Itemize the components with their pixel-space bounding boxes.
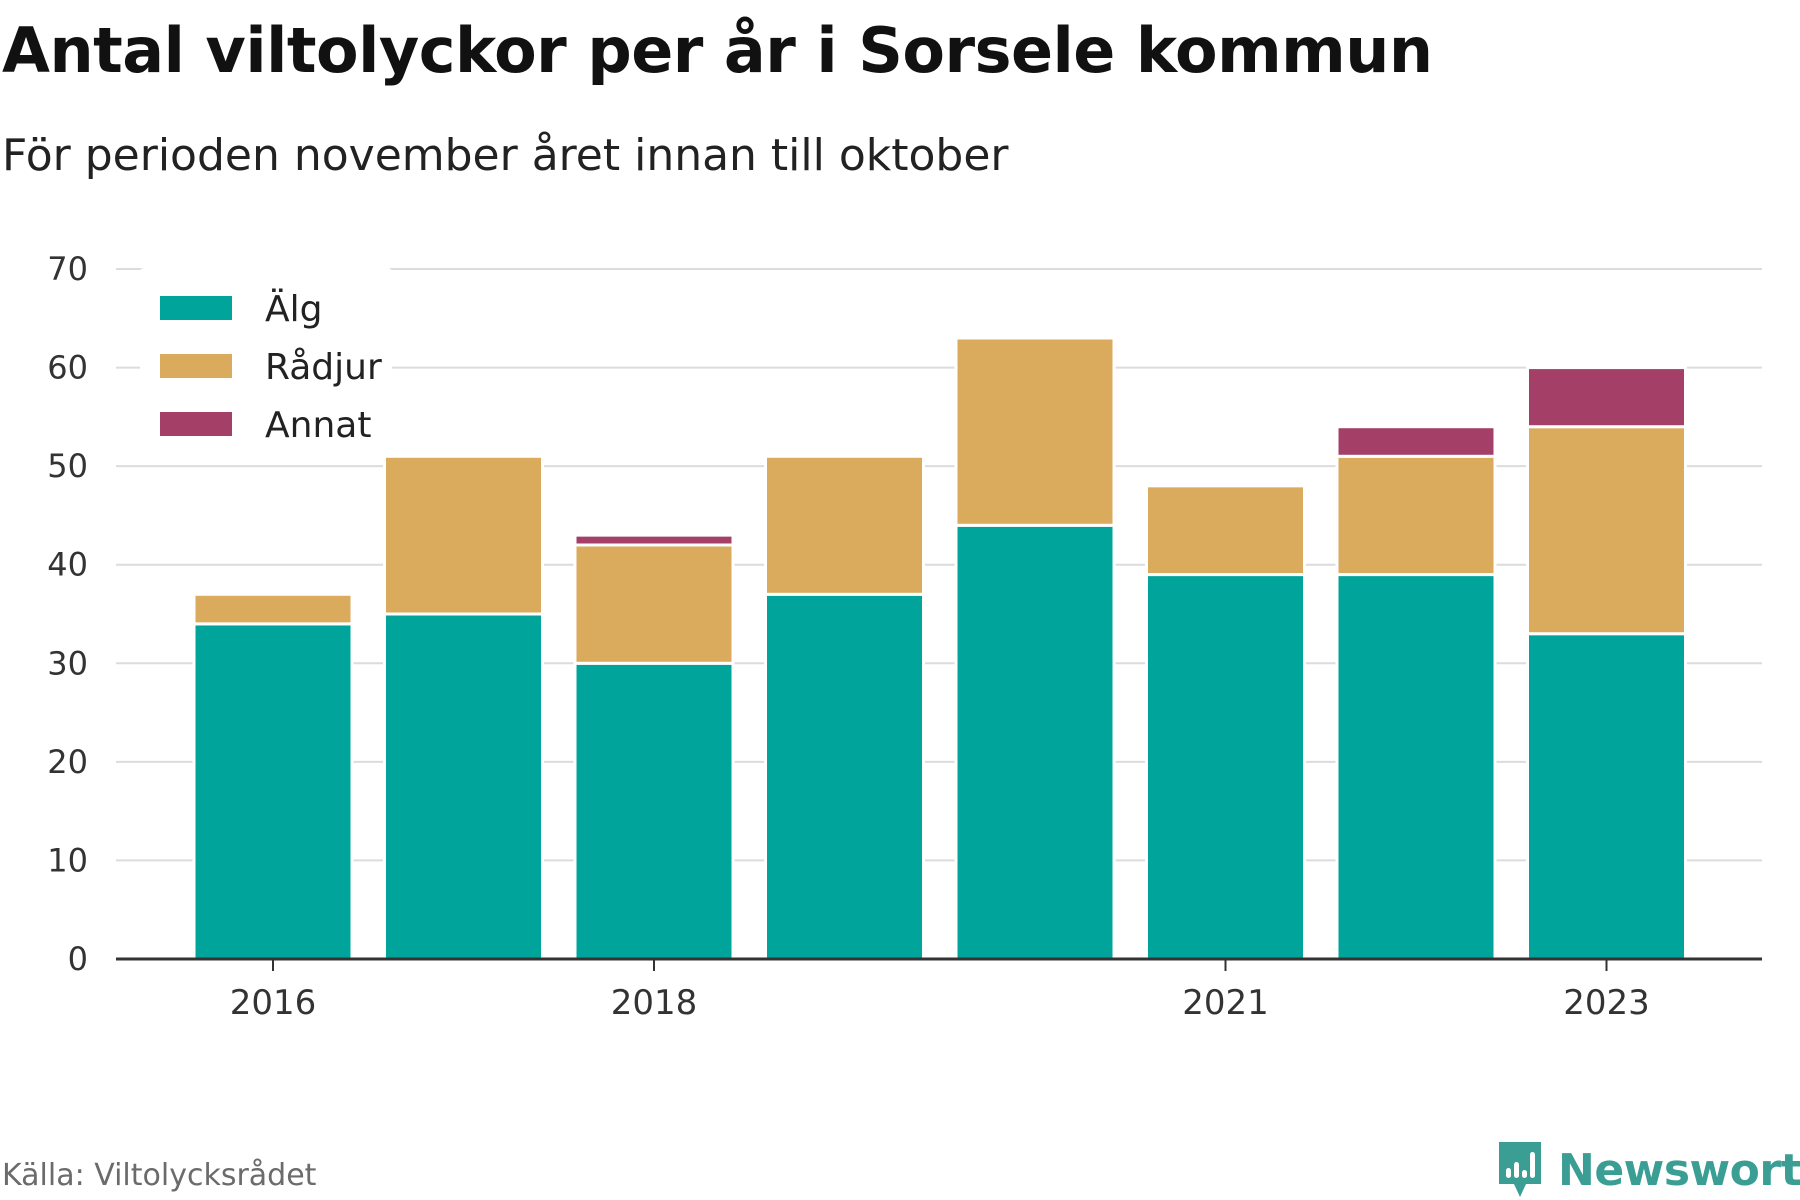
x-tick-label: 2016 bbox=[230, 983, 317, 1023]
legend-label-alg: Älg bbox=[265, 288, 322, 330]
bar-radjur-2017 bbox=[383, 454, 544, 616]
stacked-bar-chart: 0 10 20 30 40 50 60 70 2016 2018 2021 2023 Älg Rådj… bbox=[47, 250, 1762, 1023]
bar-alg-2023 bbox=[1526, 632, 1687, 961]
bar-radjur-2016 bbox=[192, 592, 354, 626]
bar-alg-2017 bbox=[383, 612, 544, 961]
y-tick-label: 30 bbox=[47, 644, 88, 682]
y-tick-label: 70 bbox=[47, 250, 88, 288]
bar-alg-2018 bbox=[573, 661, 735, 961]
chart-title: Antal viltolyckor per år i Sorsele kommu… bbox=[2, 14, 1433, 87]
x-axis: 2016 2018 2021 2023 bbox=[116, 957, 1762, 1023]
legend-swatch-radjur bbox=[160, 354, 232, 378]
bar-radjur-2020 bbox=[954, 336, 1116, 527]
bar-annat-2022 bbox=[1335, 425, 1497, 458]
bar-radjur-2021 bbox=[1145, 484, 1306, 577]
bar-alg-2022 bbox=[1335, 573, 1497, 961]
y-tick-label: 10 bbox=[47, 841, 88, 879]
bar-annat-2023 bbox=[1526, 366, 1687, 429]
bar-alg-2021 bbox=[1145, 573, 1306, 961]
legend-label-radjur: Rådjur bbox=[265, 347, 382, 388]
bar-alg-2019 bbox=[764, 592, 925, 961]
bar-radjur-2023 bbox=[1526, 425, 1687, 636]
brand-logo: Newsworthy bbox=[1496, 1140, 1800, 1200]
x-tick-label: 2018 bbox=[611, 983, 698, 1023]
y-tick-label: 60 bbox=[47, 349, 88, 387]
brand-name: Newsworthy bbox=[1558, 1144, 1800, 1196]
legend-swatch-annat bbox=[160, 412, 232, 436]
y-tick-label: 40 bbox=[47, 546, 88, 584]
source-note: Källa: Viltolycksrådet bbox=[2, 1158, 317, 1193]
bar-alg-2016 bbox=[192, 622, 354, 961]
x-tick-label: 2021 bbox=[1182, 983, 1269, 1023]
y-axis-ticks: 0 10 20 30 40 50 60 70 bbox=[47, 250, 88, 978]
bars bbox=[192, 336, 1687, 961]
newsworthy-logo-icon bbox=[1499, 1142, 1541, 1197]
bar-radjur-2019 bbox=[764, 454, 925, 596]
y-tick-label: 0 bbox=[68, 940, 88, 978]
legend: Älg Rådjur Annat bbox=[140, 268, 392, 456]
chart-subtitle: För perioden november året innan till ok… bbox=[2, 130, 1009, 181]
bar-alg-2020 bbox=[954, 523, 1116, 961]
bar-annat-2018 bbox=[573, 533, 735, 547]
x-tick-label: 2023 bbox=[1563, 983, 1650, 1023]
bar-radjur-2018 bbox=[573, 543, 735, 665]
y-tick-label: 50 bbox=[47, 447, 88, 485]
y-tick-label: 20 bbox=[47, 743, 88, 781]
legend-label-annat: Annat bbox=[265, 405, 371, 446]
legend-swatch-alg bbox=[160, 296, 232, 320]
bar-radjur-2022 bbox=[1335, 454, 1497, 577]
